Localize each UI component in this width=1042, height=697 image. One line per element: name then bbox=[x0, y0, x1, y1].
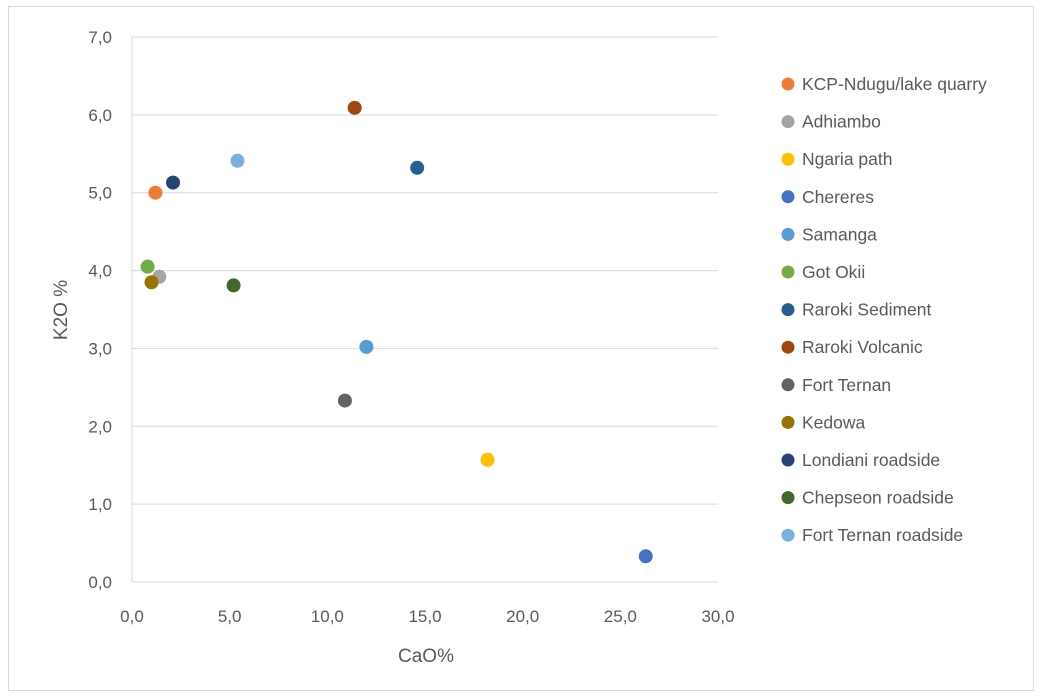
data-points bbox=[140, 100, 653, 564]
y-axis-ticks: 0,0 1,0 2,0 3,0 4,0 5,0 6,0 7,0 bbox=[88, 28, 112, 592]
y-tick-label: 3,0 bbox=[88, 339, 112, 358]
legend-label: Raroki Volcanic bbox=[802, 337, 923, 357]
data-point bbox=[230, 153, 245, 168]
legend-label: Fort Ternan bbox=[802, 375, 891, 395]
legend-label: Raroki Sediment bbox=[802, 300, 931, 320]
legend: KCP-Ndugu/lake quarry Adhiambo Ngaria path… bbox=[781, 74, 987, 545]
x-tick-label: 0,0 bbox=[120, 607, 144, 626]
legend-label: Chereres bbox=[802, 187, 874, 207]
legend-marker bbox=[781, 190, 795, 204]
legend-label: Kedowa bbox=[802, 412, 866, 432]
x-tick-label: 5,0 bbox=[218, 607, 242, 626]
legend-marker bbox=[781, 77, 795, 91]
legend-marker bbox=[781, 152, 795, 166]
y-tick-label: 0,0 bbox=[88, 573, 112, 592]
legend-label: Adhiambo bbox=[802, 112, 881, 132]
legend-label: Samanga bbox=[802, 224, 877, 244]
legend-marker bbox=[781, 227, 795, 241]
x-tick-label: 30,0 bbox=[701, 607, 734, 626]
data-point bbox=[337, 393, 352, 408]
legend-marker bbox=[781, 265, 795, 279]
legend-marker bbox=[781, 528, 795, 542]
legend-label: Ngaria path bbox=[802, 149, 892, 169]
legend-label: Fort Ternan roadside bbox=[802, 525, 963, 545]
x-tick-label: 15,0 bbox=[408, 607, 441, 626]
data-point bbox=[144, 275, 159, 290]
x-tick-label: 10,0 bbox=[311, 607, 344, 626]
data-point bbox=[410, 160, 425, 175]
legend-label: Londiani roadside bbox=[802, 450, 940, 470]
legend-label: Chepseon roadside bbox=[802, 488, 954, 508]
data-point bbox=[166, 175, 181, 190]
legend-marker bbox=[781, 453, 795, 467]
x-axis-title: CaO% bbox=[398, 646, 454, 667]
y-tick-label: 7,0 bbox=[88, 28, 112, 47]
data-point bbox=[140, 259, 155, 274]
legend-marker bbox=[781, 415, 795, 429]
data-point bbox=[480, 452, 495, 467]
legend-marker bbox=[781, 115, 795, 129]
x-tick-label: 25,0 bbox=[604, 607, 637, 626]
y-axis-title: K2O % bbox=[51, 280, 72, 340]
legend-label: Got Okii bbox=[802, 262, 865, 282]
legend-marker bbox=[781, 303, 795, 317]
data-point bbox=[347, 100, 362, 115]
y-tick-label: 4,0 bbox=[88, 262, 112, 281]
data-point bbox=[359, 339, 374, 354]
data-point bbox=[638, 549, 653, 564]
x-axis-ticks: 0,0 5,0 10,0 15,0 20,0 25,0 30,0 bbox=[120, 607, 734, 626]
gridlines bbox=[131, 36, 718, 583]
legend-marker bbox=[781, 340, 795, 354]
legend-marker bbox=[781, 491, 795, 505]
legend-marker bbox=[781, 378, 795, 392]
y-tick-label: 5,0 bbox=[88, 184, 112, 203]
x-tick-label: 20,0 bbox=[506, 607, 539, 626]
data-point bbox=[148, 185, 163, 200]
legend-label: KCP-Ndugu/lake quarry bbox=[802, 74, 987, 94]
data-point bbox=[226, 278, 241, 293]
y-tick-label: 6,0 bbox=[88, 106, 112, 125]
y-tick-label: 2,0 bbox=[88, 417, 112, 436]
y-tick-label: 1,0 bbox=[88, 495, 112, 514]
